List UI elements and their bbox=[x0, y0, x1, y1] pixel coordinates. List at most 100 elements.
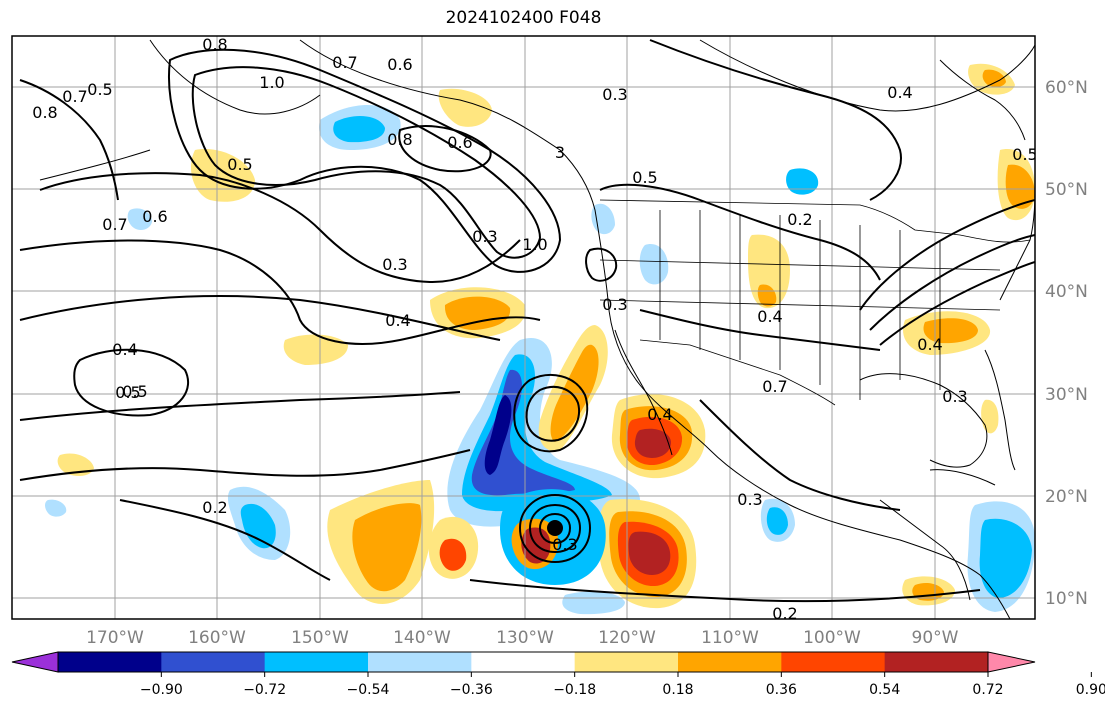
positive-anomaly-mid bbox=[283, 334, 348, 365]
colorbar-extend-low bbox=[11, 651, 59, 673]
contour-subtropical-2 bbox=[19, 449, 471, 481]
lat-label: 40°N bbox=[1045, 282, 1088, 302]
contour-south bbox=[469, 579, 981, 603]
contour-label: 0.2 bbox=[787, 210, 812, 229]
contour-label: 0.7 bbox=[762, 377, 787, 396]
lat-label: 30°N bbox=[1045, 385, 1088, 405]
central-america-coast bbox=[879, 499, 971, 601]
contour-us-west bbox=[599, 183, 881, 281]
shaded-fields bbox=[45, 63, 1035, 615]
us-mexico-border bbox=[639, 339, 836, 406]
map-frame bbox=[11, 35, 1036, 620]
contour-canada bbox=[649, 39, 902, 201]
positive-anomaly-south-4 bbox=[628, 531, 671, 575]
colorbar-tick-label: −0.18 bbox=[553, 682, 596, 698]
colorbar-box bbox=[884, 652, 989, 672]
contour-label: 0.7 bbox=[102, 215, 127, 234]
political-borders bbox=[599, 199, 1031, 406]
colorbar-box bbox=[161, 652, 266, 672]
contour-label: 0.7 bbox=[332, 53, 357, 72]
colorbar-box bbox=[574, 652, 679, 672]
us-canada-border bbox=[599, 199, 1031, 243]
contour-label: 0.2 bbox=[772, 604, 797, 623]
contour-labels: 0.8 0.5 0.7 0.8 1.0 0.7 0.6 0.5 0.3 0.4 0.5 0.6 0.7 0… bbox=[32, 35, 1037, 623]
contour-label: 0.3 bbox=[942, 387, 967, 406]
negative-anomaly-caribbean-core bbox=[979, 518, 1032, 598]
contour-label: 0.2 bbox=[202, 498, 227, 517]
contour-cutoff-low-2 bbox=[525, 385, 580, 442]
lat-label: 50°N bbox=[1045, 180, 1088, 200]
contour-hurricane-1 bbox=[518, 493, 592, 564]
colorbar-tick-label: 0.54 bbox=[869, 682, 900, 698]
contour-label: 0.8 bbox=[202, 35, 227, 54]
negative-anomaly-canada bbox=[786, 168, 819, 195]
lon-label: 130°W bbox=[496, 628, 554, 648]
colorbar-extend-high bbox=[987, 651, 1036, 673]
lon-label: 140°W bbox=[393, 628, 451, 648]
contour-label: 1.0 bbox=[522, 235, 547, 254]
positive-anomaly-west-medium bbox=[352, 503, 422, 592]
baja-peninsula bbox=[614, 329, 673, 456]
contour-west-pacific-wave bbox=[119, 499, 331, 581]
lon-label: 150°W bbox=[291, 628, 349, 648]
contour-east-trough-3 bbox=[879, 261, 1035, 346]
colorbar-tick-label: −0.90 bbox=[140, 682, 183, 698]
map-title: 2024102400 F048 bbox=[445, 8, 602, 28]
colorbar-box bbox=[471, 652, 576, 672]
contour-hurricane-3 bbox=[538, 512, 572, 545]
positive-anomaly-central-core bbox=[444, 296, 511, 330]
canada-north bbox=[699, 39, 1035, 112]
contour-label: 0.6 bbox=[142, 207, 167, 226]
contour-label: 0.4 bbox=[647, 405, 672, 424]
negative-anomaly-darkest bbox=[484, 395, 512, 475]
contour-label: 0.5 bbox=[1012, 145, 1037, 164]
contour-low-west bbox=[73, 348, 190, 417]
contour-label: 0.8 bbox=[32, 103, 57, 122]
positive-anomaly-northeast-core bbox=[1005, 164, 1035, 209]
negative-anomaly-west-core bbox=[240, 503, 276, 549]
contour-label: 0.3 bbox=[602, 295, 627, 314]
contour-label: 0.3 bbox=[472, 227, 497, 246]
colorbar-box bbox=[368, 652, 472, 672]
positive-anomaly-west-2b bbox=[439, 538, 467, 571]
contour-label: 0.7 bbox=[62, 87, 87, 106]
contour-label: 0.3 bbox=[552, 535, 577, 554]
colorbar-box bbox=[781, 652, 886, 672]
hurricane-center-marker bbox=[547, 520, 563, 536]
lat-label: 20°N bbox=[1045, 487, 1088, 507]
negative-anomaly-alaska-core bbox=[333, 116, 385, 143]
contour-label: 0.8 bbox=[387, 130, 412, 149]
colorbar: −0.90 −0.72 −0.54 −0.36 −0.18 0.18 0.36 0.54 0.7… bbox=[11, 651, 1105, 698]
coastlines bbox=[39, 39, 1035, 619]
contour-hurricane-2 bbox=[528, 503, 582, 554]
negative-anomaly-small-3b bbox=[766, 507, 788, 535]
contour-mexico bbox=[699, 399, 901, 511]
contour-east-trough-1 bbox=[859, 199, 1035, 311]
negative-anomaly-small-2 bbox=[45, 499, 67, 517]
lon-label: 110°W bbox=[701, 628, 759, 648]
contour-label: 0.3 bbox=[382, 255, 407, 274]
contour-alaska-low-1 bbox=[168, 48, 562, 273]
contour-us-trough bbox=[639, 309, 881, 351]
latitude-labels: 60°N 50°N 40°N 30°N 20°N 10°N bbox=[1045, 78, 1088, 609]
florida-coast bbox=[984, 349, 1016, 471]
gulf-of-mexico-coast bbox=[859, 373, 988, 468]
contour-label: 0.5 bbox=[122, 382, 147, 401]
colorbar-frame bbox=[57, 651, 989, 673]
negative-anomaly-small-1 bbox=[127, 208, 152, 230]
contour-label: 0.5 bbox=[115, 383, 140, 402]
contour-small-low bbox=[585, 247, 618, 282]
contour-gulf-low bbox=[398, 125, 492, 173]
colorbar-tick-label: −0.72 bbox=[243, 682, 286, 698]
contour-label: 0.6 bbox=[387, 55, 412, 74]
colorbar-tick-label: −0.54 bbox=[347, 682, 390, 698]
contour-label: 0.3 bbox=[737, 490, 762, 509]
contour-label: 0.4 bbox=[917, 335, 942, 354]
graticule bbox=[12, 36, 1035, 619]
colorbar-tick-label: −0.36 bbox=[450, 682, 493, 698]
colorbar-box bbox=[678, 652, 782, 672]
lon-label: 100°W bbox=[803, 628, 861, 648]
contour-alaska-low-2 bbox=[191, 66, 542, 259]
contour-label: 0.5 bbox=[632, 168, 657, 187]
